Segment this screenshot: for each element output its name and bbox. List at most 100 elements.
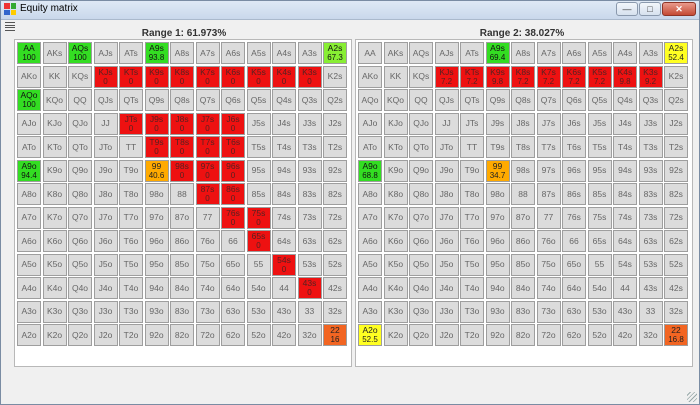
hand-cell[interactable]: 73o [536, 300, 561, 323]
hand-cell[interactable]: T6o [119, 230, 143, 252]
hand-cell[interactable]: K8s 7.2 [511, 65, 535, 88]
hand-cell[interactable]: T6s [562, 136, 586, 158]
hand-cell[interactable]: T5o [460, 253, 484, 276]
hand-cell[interactable]: Q4o [68, 277, 92, 299]
hand-cell[interactable]: T7o [119, 206, 143, 229]
hand-cell[interactable]: J6o [434, 230, 459, 252]
hand-cell[interactable]: TT [119, 136, 143, 158]
hand-cell[interactable]: Q2s [664, 89, 688, 111]
hand-cell[interactable]: 42s [664, 277, 688, 299]
hand-cell[interactable]: AA [358, 42, 382, 64]
hand-cell[interactable]: T8o [460, 183, 484, 205]
hand-cell[interactable]: T3s [638, 136, 663, 158]
hand-cell[interactable]: QJs [434, 89, 459, 111]
hand-cell[interactable]: J6s 0 [221, 112, 245, 135]
hand-cell[interactable]: 82o [170, 324, 194, 346]
hand-cell[interactable]: Q2o [68, 324, 92, 346]
hand-cell[interactable]: J7s [536, 112, 561, 135]
hamburger-menu-icon[interactable] [5, 22, 15, 31]
hand-cell[interactable]: 96o [485, 230, 510, 252]
hand-cell[interactable]: 97s [536, 159, 561, 182]
hand-cell[interactable]: J9s 0 [144, 112, 169, 135]
hand-cell[interactable]: 53s [297, 253, 322, 276]
hand-cell[interactable]: 72o [195, 324, 220, 346]
hand-cell[interactable]: 83s [638, 183, 663, 205]
hand-cell[interactable]: A8o [17, 183, 41, 205]
hand-cell[interactable]: AKs [383, 42, 408, 64]
hand-cell[interactable]: K7s 7.2 [536, 65, 561, 88]
hand-cell[interactable]: K6s 0 [221, 65, 245, 88]
hand-cell[interactable]: K9o [42, 159, 67, 182]
hand-cell[interactable]: KJo [42, 112, 67, 135]
hand-cell[interactable]: 92o [485, 324, 510, 346]
hand-cell[interactable]: 84o [511, 277, 535, 299]
hand-cell[interactable]: 93s [297, 159, 322, 182]
hand-cell[interactable]: A2o [17, 324, 41, 346]
hand-cell[interactable]: J7o [93, 206, 118, 229]
hand-cell[interactable]: K4o [42, 277, 67, 299]
hand-cell[interactable]: A3o [17, 300, 41, 323]
hand-cell[interactable]: J9o [93, 159, 118, 182]
hand-cell[interactable]: T3s [297, 136, 322, 158]
hand-cell[interactable]: AJo [358, 112, 382, 135]
hand-cell[interactable]: A2s 67.3 [323, 42, 347, 64]
hand-cell[interactable]: Q3o [68, 300, 92, 323]
hand-cell[interactable]: J5o [93, 253, 118, 276]
hand-cell[interactable]: Q6s [562, 89, 586, 111]
hand-cell[interactable]: AQo [358, 89, 382, 111]
hand-cell[interactable]: J6s [562, 112, 586, 135]
hand-cell[interactable]: 95s [246, 159, 271, 182]
hand-cell[interactable]: ATs [119, 42, 143, 64]
hand-cell[interactable]: J3o [93, 300, 118, 323]
hand-cell[interactable]: K4s 9.8 [613, 65, 637, 88]
hand-cell[interactable]: JJ [93, 112, 118, 135]
hand-cell[interactable]: KJo [383, 112, 408, 135]
hand-cell[interactable]: T8s 0 [170, 136, 194, 158]
hand-cell[interactable]: 94s [272, 159, 296, 182]
hand-cell[interactable]: 53o [587, 300, 612, 323]
hand-cell[interactable]: 54o [246, 277, 271, 299]
hand-cell[interactable]: T5s [587, 136, 612, 158]
hand-cell[interactable]: J4o [93, 277, 118, 299]
hand-cell[interactable]: Q5o [409, 253, 433, 276]
hand-cell[interactable]: A2s 52.4 [664, 42, 688, 64]
hand-cell[interactable]: T8s [511, 136, 535, 158]
hand-cell[interactable]: 92s [664, 159, 688, 182]
hand-cell[interactable]: KQo [383, 89, 408, 111]
hand-cell[interactable]: Q5s [587, 89, 612, 111]
hand-cell[interactable]: K9s 0 [144, 65, 169, 88]
hand-cell[interactable]: 75o [195, 253, 220, 276]
hand-cell[interactable]: A6s [221, 42, 245, 64]
hand-cell[interactable]: T3o [460, 300, 484, 323]
hand-cell[interactable]: A9o 94.4 [17, 159, 41, 182]
hand-cell[interactable]: Q8o [68, 183, 92, 205]
hand-cell[interactable]: 92o [144, 324, 169, 346]
hand-cell[interactable]: 22 16.8 [664, 324, 688, 346]
hand-cell[interactable]: Q8s [170, 89, 194, 111]
hand-cell[interactable]: AA 100 [17, 42, 41, 64]
hand-cell[interactable]: QTo [68, 136, 92, 158]
hand-cell[interactable]: 54s 0 [272, 253, 296, 276]
hand-cell[interactable]: 65s 0 [246, 230, 271, 252]
hand-cell[interactable]: AQs [409, 42, 433, 64]
hand-cell[interactable]: 97o [485, 206, 510, 229]
hand-cell[interactable]: 52o [587, 324, 612, 346]
hand-cell[interactable]: J5s [246, 112, 271, 135]
hand-cell[interactable]: 72s [323, 206, 347, 229]
hand-cell[interactable]: T7s 0 [195, 136, 220, 158]
hand-cell[interactable]: 93o [485, 300, 510, 323]
hand-cell[interactable]: 42s [323, 277, 347, 299]
hand-cell[interactable]: K6s 7.2 [562, 65, 586, 88]
hand-cell[interactable]: 85o [170, 253, 194, 276]
maximize-button[interactable]: □ [639, 2, 661, 16]
hand-cell[interactable]: Q3s [638, 89, 663, 111]
hand-cell[interactable]: AQs 100 [68, 42, 92, 64]
hand-cell[interactable]: J7o [434, 206, 459, 229]
hand-cell[interactable]: 87o [511, 206, 535, 229]
hand-cell[interactable]: 62s [323, 230, 347, 252]
hand-cell[interactable]: 52s [664, 253, 688, 276]
hand-cell[interactable]: 33 [638, 300, 663, 323]
hand-cell[interactable]: 72o [536, 324, 561, 346]
hand-cell[interactable]: K2s [323, 65, 347, 88]
hand-cell[interactable]: K8o [42, 183, 67, 205]
